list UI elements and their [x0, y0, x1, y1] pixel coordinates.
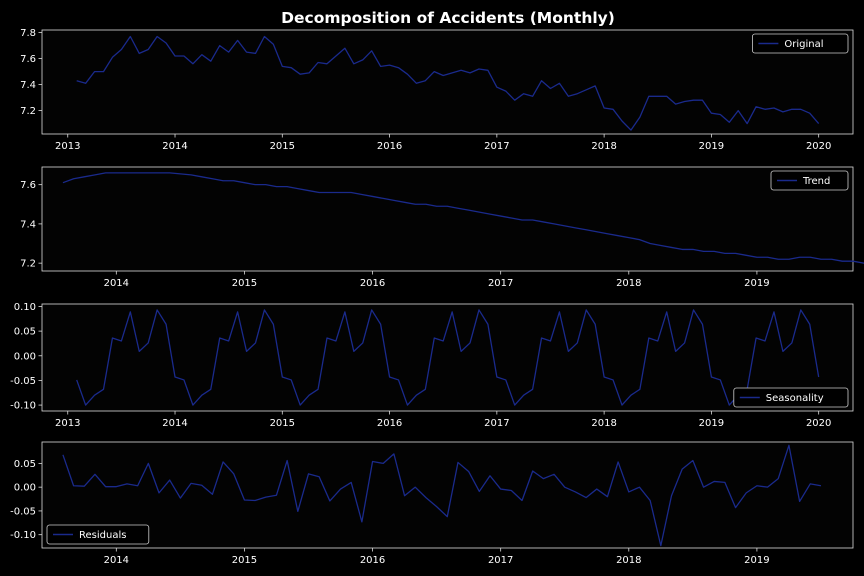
x-tick-label: 2019	[699, 418, 724, 429]
y-tick-label: 7.6	[20, 180, 36, 191]
axes-frame	[41, 29, 854, 135]
legend-box	[733, 387, 849, 408]
x-tick-label: 2020	[806, 418, 831, 429]
y-tick-label: 7.4	[20, 219, 36, 230]
y-tick-label: 7.4	[20, 80, 36, 91]
y-tick-label: 0.00	[14, 483, 36, 494]
x-tick-label: 2016	[360, 278, 385, 289]
x-tick-label: 2015	[232, 278, 257, 289]
legend-label: Seasonality	[766, 393, 824, 404]
legend: Residuals	[46, 524, 150, 545]
x-tick-label: 2017	[488, 278, 513, 289]
legend-box	[46, 524, 150, 545]
x-tick-label: 2016	[360, 555, 385, 566]
legend: Trend	[770, 170, 849, 191]
x-tick-label: 2013	[55, 141, 80, 152]
x-tick-label: 2018	[591, 141, 616, 152]
y-tick-label: -0.10	[10, 530, 36, 541]
y-tick-label: 0.05	[14, 459, 36, 470]
panel-residuals: 0.05 0.00 -0.05 -0.10 2014 2015 2016 2017 2018 20…	[10, 441, 854, 566]
y-tick-label: 7.8	[20, 28, 36, 39]
x-tick-label: 2015	[232, 555, 257, 566]
y-tick-label: 0.10	[14, 302, 36, 313]
x-tick-label: 2017	[484, 141, 509, 152]
series-line-original	[76, 35, 820, 131]
x-tick-label: 2018	[591, 418, 616, 429]
x-tick-label: 2014	[104, 555, 129, 566]
x-tick-label: 2017	[484, 418, 509, 429]
legend-box	[752, 33, 849, 54]
x-tick-label: 2014	[162, 141, 187, 152]
legend-label: Trend	[802, 176, 830, 187]
x-tick-label: 2019	[699, 141, 724, 152]
series-line-seasonality	[76, 309, 820, 406]
x-tick-label: 2015	[270, 141, 295, 152]
panel-original: 7.2 7.4 7.6 7.8 2013 2014 2015 2016 2017 2018 2019…	[20, 28, 854, 152]
y-tick-label: 7.2	[20, 259, 36, 270]
legend-label: Residuals	[79, 530, 126, 541]
x-tick-label: 2014	[104, 278, 129, 289]
x-tick-label: 2019	[744, 278, 769, 289]
legend-box	[770, 170, 849, 191]
x-tick-label: 2015	[270, 418, 295, 429]
legend: Original	[752, 33, 849, 54]
axes-frame	[41, 303, 854, 412]
x-tick-label: 2017	[488, 555, 513, 566]
x-tick-label: 2016	[377, 418, 402, 429]
panel-seasonality: 0.10 0.05 0.00 -0.05 -0.10 2013 2014 2015 2016 20…	[10, 302, 854, 429]
x-tick-label: 2016	[377, 141, 402, 152]
axes-frame	[41, 441, 854, 549]
legend: Seasonality	[733, 387, 849, 408]
y-tick-label: 0.00	[14, 351, 36, 362]
y-tick-label: -0.05	[10, 506, 36, 517]
y-tick-label: 0.05	[14, 327, 36, 338]
y-tick-label: -0.05	[10, 376, 36, 387]
panel-trend: 7.2 7.4 7.6 2014 2015 2016 2017 2018 2019 Trend	[20, 166, 864, 289]
x-tick-label: 2018	[616, 555, 641, 566]
series-line-residuals	[62, 444, 822, 547]
x-tick-label: 2018	[616, 278, 641, 289]
x-tick-label: 2020	[806, 141, 831, 152]
x-tick-label: 2019	[744, 555, 769, 566]
x-tick-label: 2013	[55, 418, 80, 429]
x-tick-label: 2014	[162, 418, 187, 429]
figure-title: Decomposition of Accidents (Monthly)	[281, 9, 615, 27]
y-tick-label: 7.6	[20, 54, 36, 65]
series-line-trend	[62, 172, 864, 264]
y-tick-label: 7.2	[20, 106, 36, 117]
legend-label: Original	[784, 39, 823, 50]
axes-frame	[41, 166, 854, 272]
y-tick-label: -0.10	[10, 401, 36, 412]
